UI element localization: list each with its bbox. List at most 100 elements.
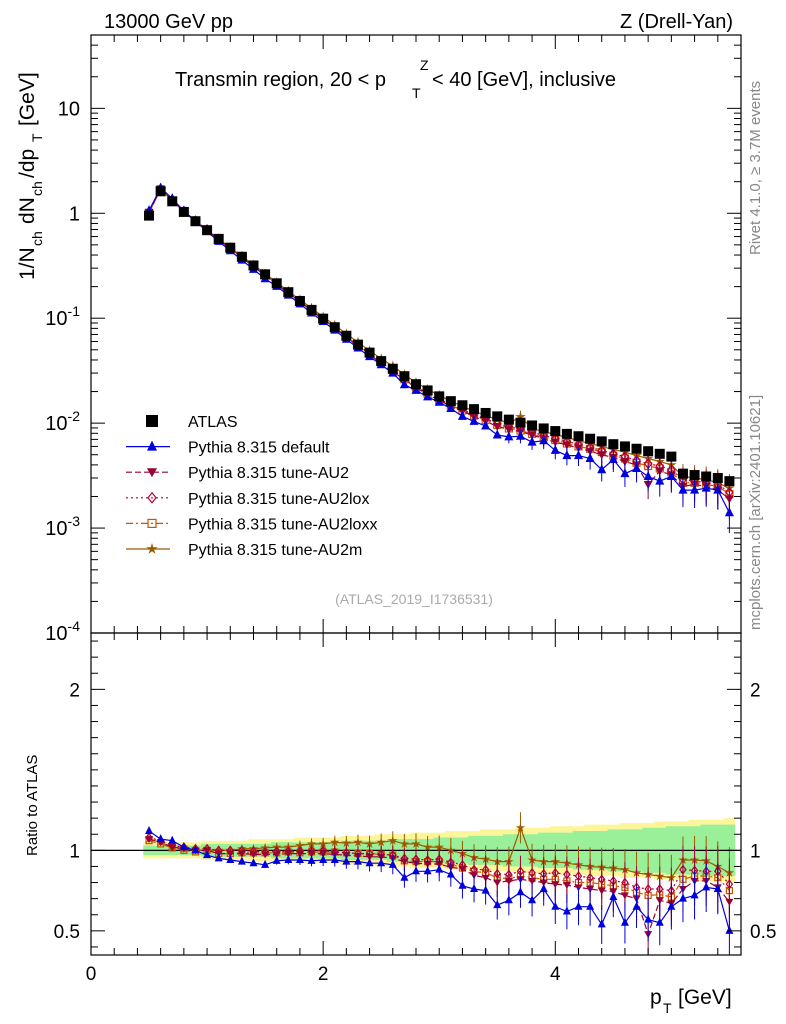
data-point bbox=[481, 885, 490, 894]
data-point bbox=[388, 859, 397, 868]
data-point bbox=[516, 887, 525, 896]
legend-item-atlas: ATLAS bbox=[146, 414, 238, 431]
data-point bbox=[236, 251, 247, 262]
data-point bbox=[631, 443, 642, 454]
y-label-part-4: [GeV] bbox=[16, 72, 39, 126]
data-point bbox=[470, 883, 479, 892]
data-point bbox=[377, 858, 386, 867]
x-tick-label: 2 bbox=[318, 964, 329, 985]
data-point bbox=[597, 451, 607, 460]
main-series-pythia-8-315-tune-au2m bbox=[143, 183, 735, 509]
data-point bbox=[376, 356, 387, 367]
data-point bbox=[608, 439, 619, 450]
data-point bbox=[655, 475, 665, 485]
data-point bbox=[249, 858, 258, 867]
data-point bbox=[352, 339, 363, 350]
data-point bbox=[364, 347, 375, 358]
data-point bbox=[435, 864, 444, 873]
main-series-atlas bbox=[144, 186, 735, 487]
data-point bbox=[457, 400, 468, 411]
y-tick-label: 10-3 bbox=[45, 513, 80, 540]
data-point bbox=[306, 304, 317, 315]
data-point bbox=[341, 330, 352, 341]
ratio-y-tick-label-right: 0.5 bbox=[750, 922, 776, 943]
data-point bbox=[284, 855, 293, 864]
data-point bbox=[213, 233, 224, 244]
legend-marker bbox=[147, 440, 157, 451]
data-point bbox=[469, 415, 479, 425]
mcplots-label: mcplots.cern.ch [arXiv:2401.10621] bbox=[747, 395, 764, 630]
data-point bbox=[561, 428, 572, 439]
ratio-panel-frame bbox=[90, 632, 742, 956]
legend-label: ATLAS bbox=[188, 414, 238, 431]
data-point bbox=[597, 887, 606, 895]
data-point bbox=[562, 906, 571, 915]
data-point bbox=[191, 845, 200, 854]
data-point bbox=[504, 431, 514, 441]
data-point bbox=[155, 186, 166, 197]
data-point bbox=[260, 269, 271, 280]
data-point bbox=[353, 837, 363, 847]
data-point bbox=[318, 313, 329, 324]
data-point bbox=[237, 856, 246, 865]
legend-label: Pythia 8.315 default bbox=[188, 440, 330, 457]
data-point bbox=[225, 242, 236, 253]
data-point bbox=[562, 441, 572, 450]
data-point bbox=[168, 835, 177, 844]
data-point bbox=[423, 866, 432, 875]
data-point bbox=[550, 438, 560, 447]
data-point bbox=[574, 884, 583, 892]
x-label-unit: [GeV] bbox=[678, 986, 732, 1009]
x-axis-label: p T [GeV] bbox=[650, 986, 732, 1016]
data-point bbox=[272, 855, 281, 864]
data-point bbox=[318, 838, 328, 848]
x-label-sub-t: T bbox=[663, 1000, 672, 1016]
data-point bbox=[399, 371, 410, 382]
legend-item-pythia-8-315-tune-au2lox: Pythia 8.315 tune-AU2lox bbox=[126, 491, 369, 508]
ratio-y-axis-label: Ratio to ATLAS bbox=[24, 755, 41, 856]
legend: ATLAS Pythia 8.315 default Pythia 8.315 tu… bbox=[126, 414, 377, 559]
ratio-y-tick-label-right: 2 bbox=[750, 680, 761, 701]
data-point bbox=[249, 851, 258, 859]
data-point bbox=[725, 898, 734, 906]
legend-label: Pythia 8.315 tune-AU2lox bbox=[188, 491, 369, 508]
data-point bbox=[724, 476, 735, 487]
data-point bbox=[492, 429, 502, 439]
legend-item-pythia-8-315-tune-au2: Pythia 8.315 tune-AU2 bbox=[126, 465, 349, 482]
data-point bbox=[573, 431, 584, 442]
data-point bbox=[585, 433, 596, 444]
data-point bbox=[503, 414, 514, 425]
data-point bbox=[644, 883, 652, 894]
data-point bbox=[678, 893, 687, 902]
data-point bbox=[422, 842, 433, 852]
data-point bbox=[423, 391, 433, 401]
data-point bbox=[271, 278, 282, 289]
x-tick-label: 4 bbox=[550, 964, 561, 985]
data-point bbox=[538, 423, 549, 434]
data-point bbox=[261, 851, 270, 859]
data-point bbox=[619, 441, 630, 452]
legend-marker bbox=[147, 491, 157, 504]
data-point bbox=[667, 901, 676, 910]
data-point bbox=[527, 436, 537, 446]
data-point bbox=[492, 411, 503, 422]
data-point bbox=[690, 484, 700, 494]
data-point bbox=[364, 838, 375, 848]
y-label-part-1: 1/N bbox=[16, 247, 39, 280]
data-point bbox=[168, 844, 177, 852]
data-point bbox=[550, 426, 561, 437]
data-point bbox=[620, 917, 629, 926]
data-point bbox=[307, 855, 316, 864]
legend-marker bbox=[146, 543, 158, 554]
data-point bbox=[551, 881, 560, 889]
data-point bbox=[480, 407, 491, 418]
data-point bbox=[365, 858, 374, 867]
data-point bbox=[551, 901, 560, 910]
legend-item-pythia-8-315-default: Pythia 8.315 default bbox=[126, 440, 330, 457]
data-point bbox=[515, 430, 525, 440]
data-point bbox=[226, 850, 235, 858]
data-point bbox=[701, 482, 711, 492]
ratio-y-tick-label-left: 1 bbox=[69, 841, 80, 862]
y-tick-label: 10-1 bbox=[45, 303, 80, 330]
data-point bbox=[724, 507, 734, 517]
